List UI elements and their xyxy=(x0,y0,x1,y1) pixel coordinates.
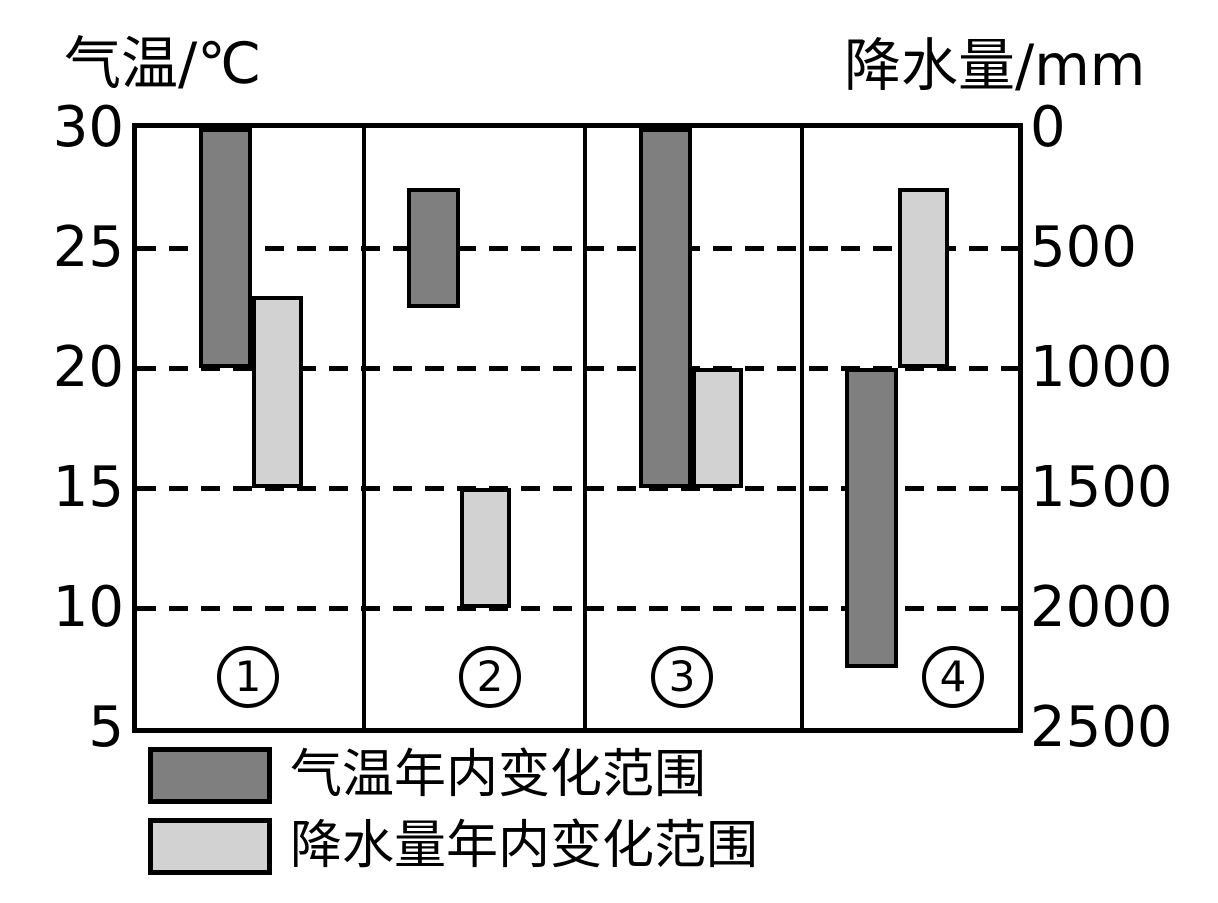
temp-axis-tick-5: 5 xyxy=(88,695,124,760)
temp-axis-tick-10: 10 xyxy=(52,575,124,640)
legend-swatch-temperature xyxy=(148,747,272,804)
precip-axis-tick-0: 0 xyxy=(1030,95,1066,160)
temp-range-bar-2 xyxy=(407,188,460,308)
precip-range-bar-3 xyxy=(692,368,743,488)
temp-range-bar-3 xyxy=(639,128,692,488)
precip-axis-tick-500: 500 xyxy=(1030,215,1137,280)
legend-label-precipitation: 降水量年内变化范围 xyxy=(290,816,759,876)
panel-label-3: 3 xyxy=(651,646,713,708)
legend-swatch-precipitation xyxy=(148,818,272,875)
grid-line-25 xyxy=(137,246,1018,251)
panel-label-1: 1 xyxy=(217,646,279,708)
grid-line-20 xyxy=(137,366,1018,371)
panel-label-4: 4 xyxy=(922,646,984,708)
temperature-axis-title: 气温/℃ xyxy=(64,31,262,97)
panel-label-2: 2 xyxy=(459,646,521,708)
precipitation-axis-title: 降水量/mm xyxy=(844,33,1146,99)
precip-axis-tick-1000: 1000 xyxy=(1030,335,1173,400)
grid-line-15 xyxy=(137,486,1018,491)
panel-divider-2 xyxy=(583,128,587,728)
temp-axis-tick-15: 15 xyxy=(52,455,124,520)
precip-range-bar-4 xyxy=(898,188,949,368)
precip-axis-tick-1500: 1500 xyxy=(1030,455,1173,520)
panel-divider-3 xyxy=(800,128,804,728)
temp-axis-tick-25: 25 xyxy=(52,215,124,280)
precip-range-bar-2 xyxy=(460,488,511,608)
precip-range-bar-1 xyxy=(252,296,303,488)
legend-label-temperature: 气温年内变化范围 xyxy=(290,745,707,805)
plot-area: 1 2 3 4 xyxy=(132,123,1023,733)
temp-axis-tick-30: 30 xyxy=(52,95,124,160)
temp-axis-tick-20: 20 xyxy=(52,335,124,400)
temp-range-bar-1 xyxy=(199,128,252,368)
grid-line-10 xyxy=(137,606,1018,611)
precip-axis-tick-2500: 2500 xyxy=(1030,695,1173,760)
precip-axis-tick-2000: 2000 xyxy=(1030,575,1173,640)
panel-divider-1 xyxy=(362,128,366,728)
temp-range-bar-4 xyxy=(845,368,898,668)
